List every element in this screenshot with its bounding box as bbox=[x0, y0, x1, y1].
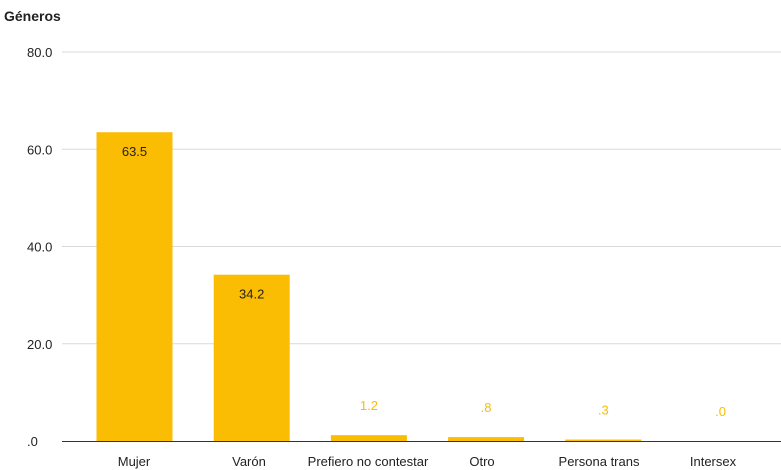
y-tick-label: 60.0 bbox=[27, 142, 52, 157]
y-tick-label: .0 bbox=[27, 434, 38, 449]
data-label: .0 bbox=[715, 404, 726, 419]
x-tick-label: Otro bbox=[469, 454, 494, 469]
y-tick-label: 40.0 bbox=[27, 240, 52, 255]
data-label: 63.5 bbox=[122, 144, 147, 159]
x-axis-ticks: Mujer Varón Prefiero no contestar Otro Perso… bbox=[118, 454, 737, 469]
x-tick-label: Varón bbox=[232, 454, 266, 469]
bar bbox=[565, 439, 642, 441]
x-tick-label: Intersex bbox=[690, 454, 737, 469]
bar bbox=[96, 132, 173, 441]
y-axis-ticks: .0 20.0 40.0 60.0 80.0 bbox=[27, 45, 52, 449]
chart-title: Géneros bbox=[4, 8, 61, 24]
y-tick-label: 80.0 bbox=[27, 45, 52, 60]
x-tick-label: Persona trans bbox=[559, 454, 640, 469]
bars bbox=[96, 132, 642, 441]
data-label: 1.2 bbox=[360, 398, 378, 413]
data-label: .8 bbox=[481, 400, 492, 415]
bar bbox=[448, 437, 525, 441]
data-label: 34.2 bbox=[239, 287, 264, 302]
x-tick-label: Prefiero no contestar bbox=[308, 454, 429, 469]
bar bbox=[330, 435, 407, 441]
gridlines bbox=[62, 51, 781, 442]
x-tick-label: Mujer bbox=[118, 454, 151, 469]
data-label: .3 bbox=[598, 403, 609, 418]
y-tick-label: 20.0 bbox=[27, 337, 52, 352]
data-labels: 63.5 34.2 1.2 .8 .3 .0 bbox=[122, 144, 726, 419]
bar bbox=[213, 274, 290, 441]
